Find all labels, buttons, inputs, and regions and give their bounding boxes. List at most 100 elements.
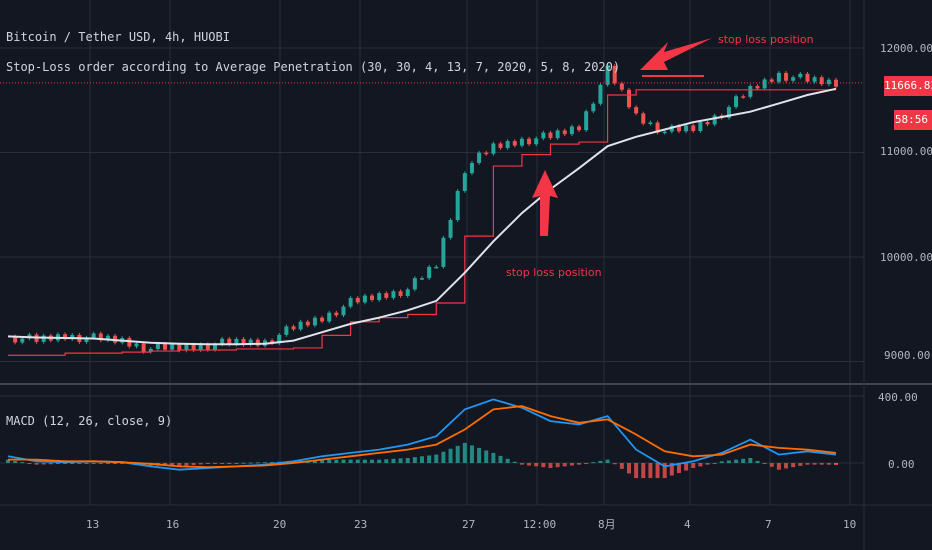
candle [441,237,446,267]
histogram-bar [262,462,267,464]
histogram-bar [648,463,653,479]
candle [812,77,817,82]
histogram-bar [384,459,389,463]
candle [498,143,503,148]
candle [134,343,139,347]
candle [127,338,132,347]
candle [519,138,524,146]
price-tick: 11000.00 [880,145,932,158]
price-tick: 9000.00 [884,349,930,362]
histogram-bar [477,447,482,463]
histogram-bar [527,463,532,466]
candle [241,338,246,345]
candle [619,83,624,90]
candle [362,295,367,303]
histogram-bar [819,463,824,465]
histogram-bar [170,463,175,467]
histogram-bar [334,459,339,463]
candles [13,64,838,354]
candle [577,126,582,131]
candle [305,321,310,326]
histogram-bar [641,463,646,479]
histogram-bar [405,457,410,463]
candle [434,266,439,269]
time-tick: 7 [765,518,772,531]
histogram-bar [748,457,753,463]
histogram-bar [34,463,39,465]
histogram-bar [184,463,189,466]
histogram-bar [84,463,89,464]
candle [298,321,303,330]
histogram-bar [605,459,610,463]
candle [534,138,539,145]
histogram-bar [227,463,232,464]
time-tick: 12:00 [523,518,556,531]
histogram-bar [469,445,474,463]
candle [477,152,482,163]
histogram-bar [512,461,517,463]
histogram-bar [355,459,360,463]
histogram-bar [391,458,396,463]
histogram-bar [55,463,60,465]
candle [427,266,432,279]
price-tick: 10000.00 [880,251,932,264]
candle [184,344,189,351]
arrow-up-icon [532,170,558,236]
histogram-bar [234,463,239,464]
candle [163,343,168,350]
candle [484,152,489,155]
candle [676,125,681,132]
histogram-bar [177,463,182,467]
candle [591,103,596,112]
candle [98,333,103,341]
histogram-bar [519,463,524,465]
histogram-bar [462,442,467,463]
histogram-bar [205,463,210,464]
candle [462,173,467,191]
candle [227,338,232,345]
candle [562,130,567,135]
stop-loss-line [8,89,836,356]
bar-countdown: 58:56 [894,110,932,130]
time-tick: 16 [166,518,179,531]
histogram-bar [584,463,589,464]
candle [691,125,696,131]
candle [569,126,574,135]
symbol-title[interactable]: Bitcoin / Tether USD, 4h, HUOBI [6,30,230,44]
candle [63,334,68,340]
candle [612,65,617,84]
histogram-bar [198,463,203,465]
histogram-bar [362,459,367,463]
candle [248,339,253,345]
indicator-title[interactable]: Stop-Loss order according to Average Pen… [6,60,621,74]
macd-title[interactable]: MACD (12, 26, close, 9) [6,414,173,428]
grid [0,0,864,505]
candle [412,278,417,290]
histogram-bar [562,463,567,467]
candle [455,190,460,221]
histogram-bar [612,463,617,465]
candle [348,297,353,307]
macd-tick: 0.00 [888,458,915,471]
histogram-bar [598,460,603,463]
annotation-middle: stop loss position [506,266,602,279]
histogram-bar [676,463,681,474]
histogram-bar [784,463,789,469]
candle [641,113,646,124]
histogram-bar [484,450,489,463]
histogram-bar [27,463,32,464]
histogram-bar [377,459,382,463]
candle [334,312,339,316]
candle [170,344,175,350]
histogram-bar [91,463,96,464]
candle [370,295,375,301]
histogram-bar [105,463,110,464]
histogram-bar [719,461,724,463]
candle [105,335,110,341]
candle [70,334,75,340]
histogram-bar [13,460,18,463]
candle [284,326,289,335]
candle [505,141,510,148]
price-tick: 12000.00 [880,42,932,55]
candle [705,122,710,125]
